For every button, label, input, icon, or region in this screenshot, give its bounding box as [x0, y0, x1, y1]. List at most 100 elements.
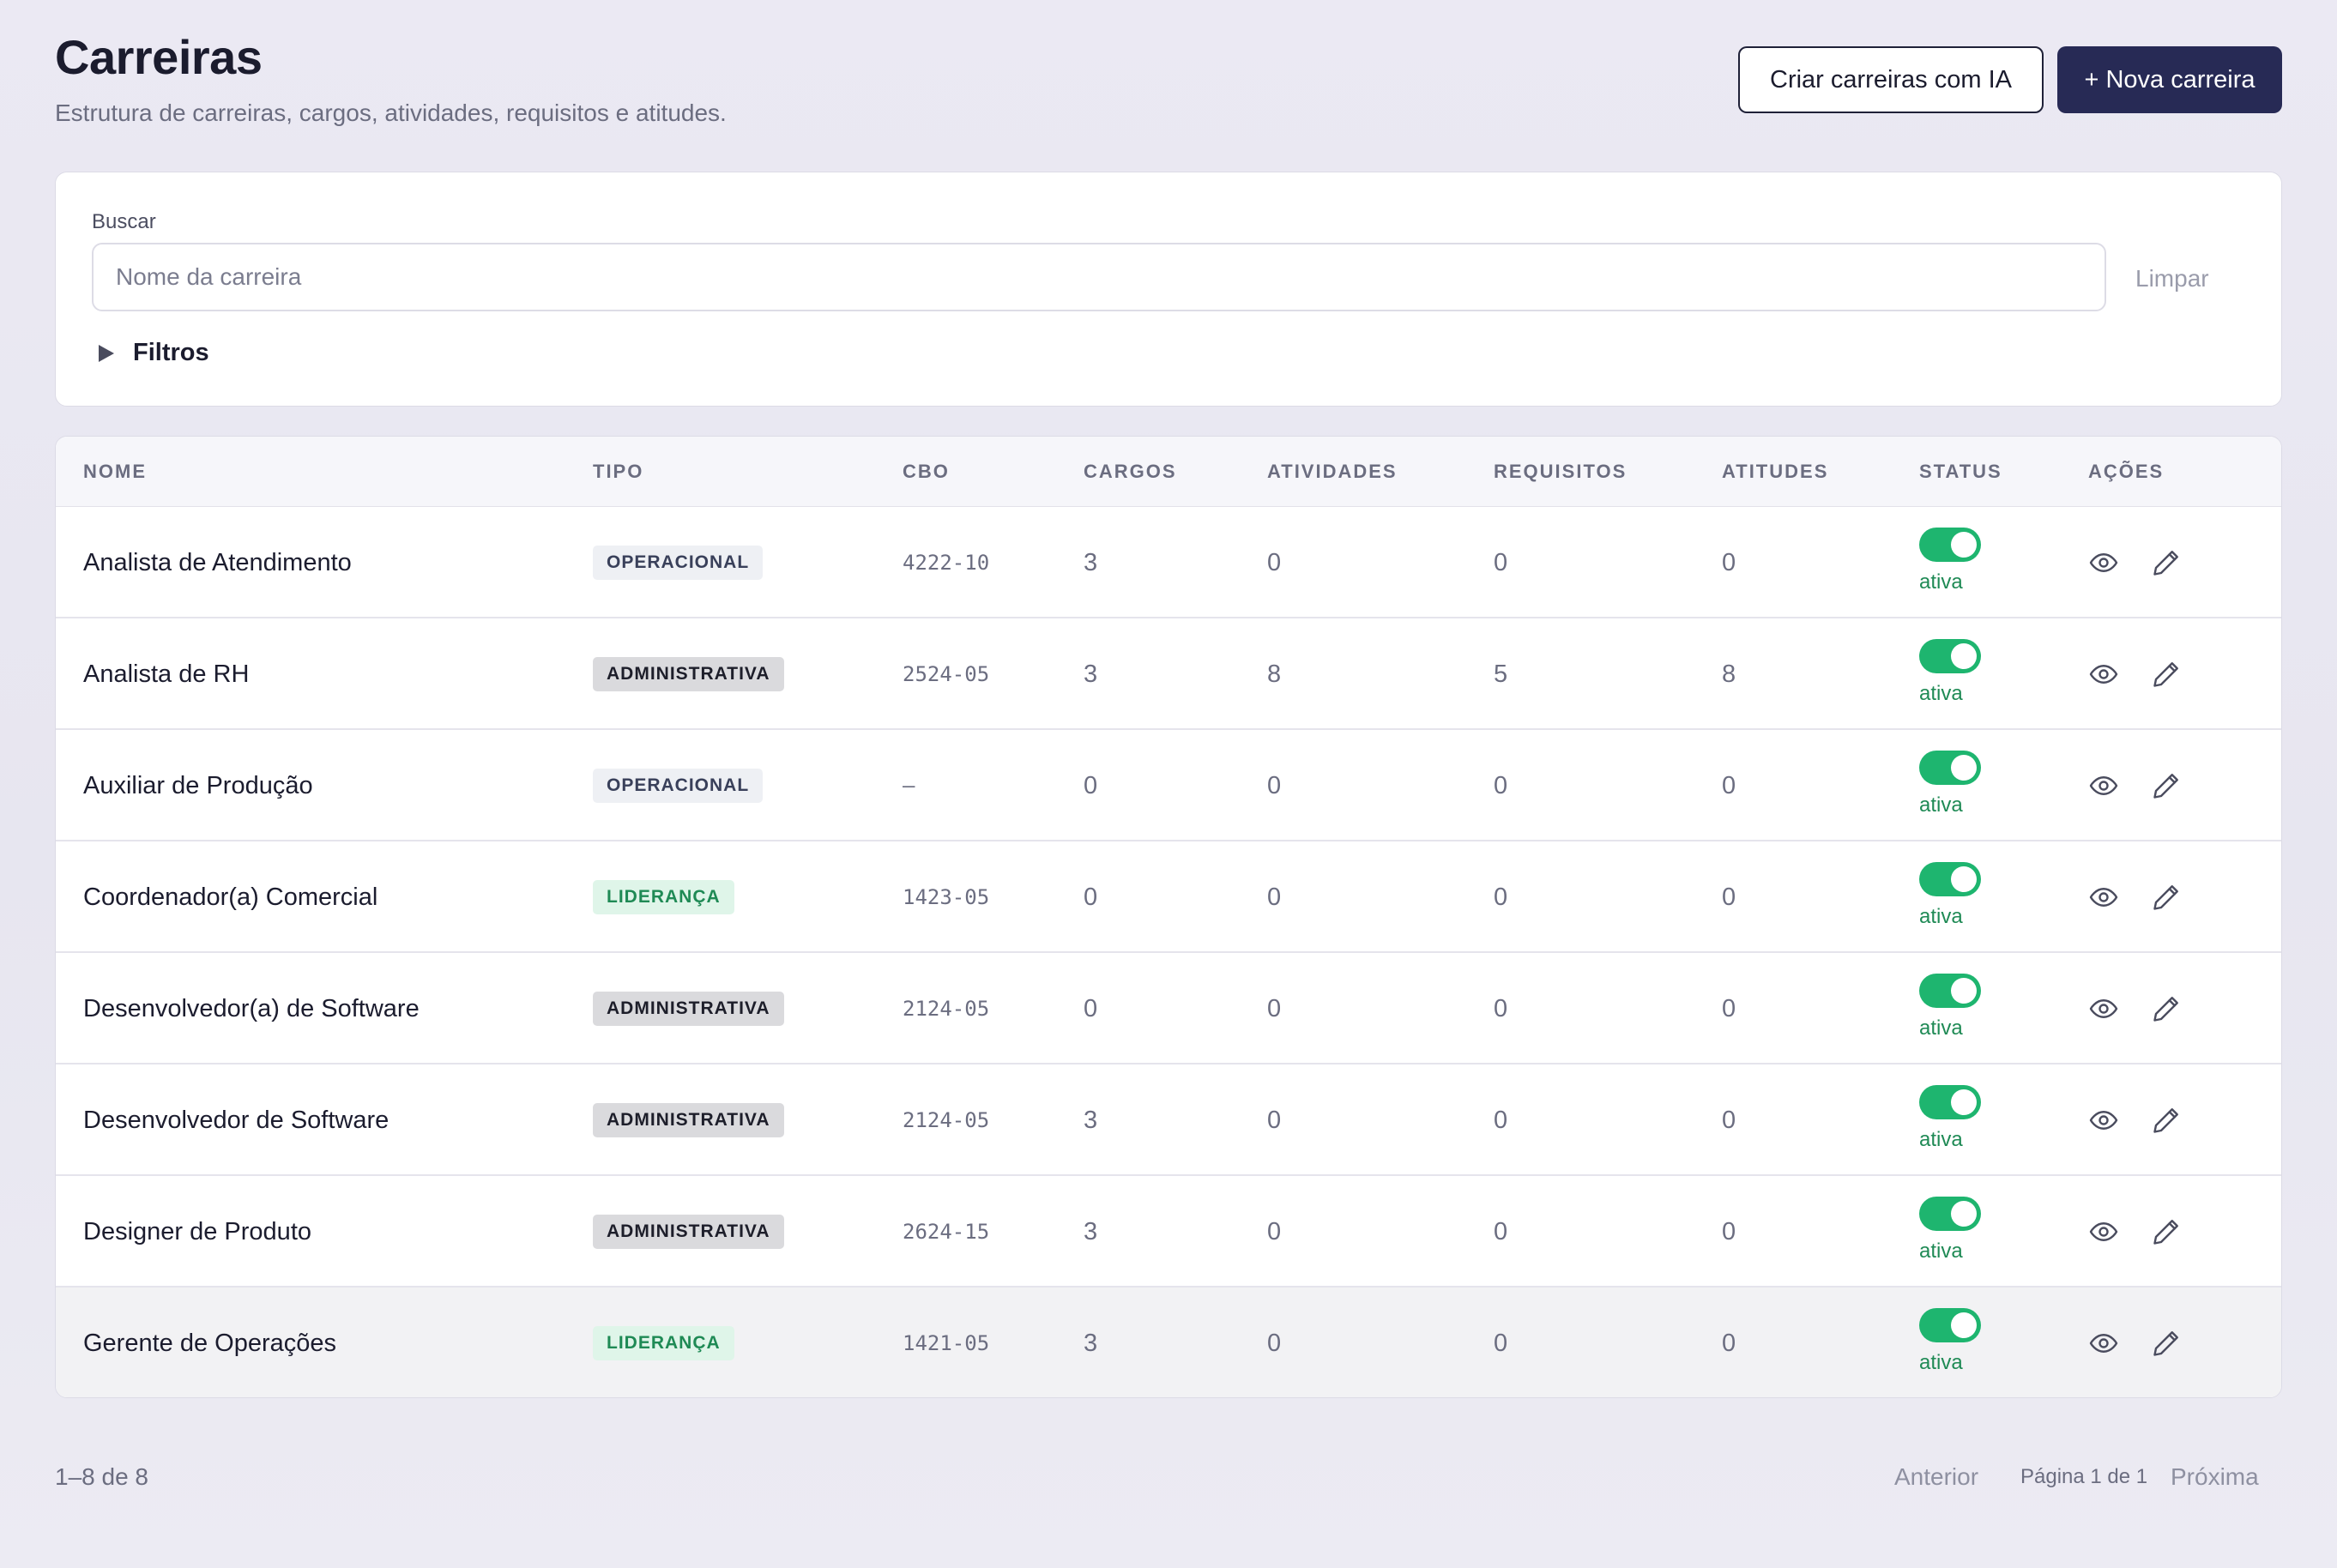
requisitos-count: 5	[1494, 660, 1508, 688]
cargos-count: 3	[1084, 1217, 1098, 1245]
cbo-code: 4222-10	[903, 551, 990, 575]
pencil-icon[interactable]	[2151, 882, 2182, 913]
type-badge: ADMINISTRATIVA	[593, 1215, 784, 1249]
cbo-code: 2124-05	[903, 1108, 990, 1132]
toggle-knob	[1951, 1201, 1977, 1227]
column-header-cargos[interactable]: CARGOS	[1084, 461, 1177, 482]
status-toggle[interactable]	[1919, 1308, 1981, 1342]
status-toggle[interactable]	[1919, 1085, 1981, 1119]
career-name[interactable]: Designer de Produto	[83, 1217, 311, 1245]
cargos-count: 3	[1084, 1329, 1098, 1357]
table-row[interactable]: Auxiliar de Produção OPERACIONAL — 0 0 0 0 ativ…	[56, 730, 2281, 841]
toggle-knob	[1951, 755, 1977, 781]
status-toggle[interactable]	[1919, 974, 1981, 1008]
table-row[interactable]: Coordenador(a) Comercial LIDERANÇA 1423-05…	[56, 841, 2281, 953]
status-toggle[interactable]	[1919, 639, 1981, 673]
table-row[interactable]: Analista de Atendimento OPERACIONAL 4222-1…	[56, 507, 2281, 618]
pencil-icon[interactable]	[2151, 770, 2182, 801]
atividades-count: 0	[1267, 771, 1282, 799]
toggle-knob	[1951, 1089, 1977, 1115]
atividades-count: 0	[1267, 548, 1282, 576]
new-career-button[interactable]: + Nova carreira	[2057, 46, 2282, 113]
status-cell: ativa	[1919, 639, 1981, 706]
atividades-count: 8	[1267, 660, 1282, 688]
column-header-atitudes[interactable]: ATITUDES	[1722, 461, 1829, 482]
pencil-icon[interactable]	[2151, 547, 2182, 578]
pencil-icon[interactable]	[2151, 1216, 2182, 1247]
atitudes-count: 0	[1722, 994, 1736, 1022]
table-row[interactable]: Desenvolvedor de Software ADMINISTRATIVA 2…	[56, 1064, 2281, 1176]
column-header-cbo[interactable]: CBO	[903, 461, 950, 482]
clear-button[interactable]: Limpar	[2135, 265, 2209, 292]
career-type-cell: OPERACIONAL	[593, 730, 764, 841]
column-header-acoes: AÇÕES	[2088, 461, 2165, 482]
eye-icon[interactable]	[2088, 770, 2119, 801]
status-toggle[interactable]	[1919, 862, 1981, 896]
atividades-count: 0	[1267, 1329, 1282, 1357]
page-title: Carreiras	[55, 30, 263, 84]
eye-icon[interactable]	[2088, 659, 2119, 690]
table-row[interactable]: Designer de Produto ADMINISTRATIVA 2624-15…	[56, 1176, 2281, 1288]
type-badge: LIDERANÇA	[593, 880, 734, 914]
column-header-nome[interactable]: NOME	[83, 461, 147, 482]
cbo-code: 2524-05	[903, 662, 990, 686]
next-page-button[interactable]: Próxima	[2171, 1463, 2259, 1490]
column-header-tipo[interactable]: TIPO	[593, 461, 644, 482]
toggle-knob	[1951, 978, 1977, 1004]
career-name[interactable]: Auxiliar de Produção	[83, 771, 313, 799]
toggle-knob	[1951, 643, 1977, 669]
cbo-code: 1423-05	[903, 885, 990, 909]
career-name[interactable]: Analista de RH	[83, 660, 250, 688]
pencil-icon[interactable]	[2151, 659, 2182, 690]
requisitos-count: 0	[1494, 548, 1508, 576]
create-with-ai-button[interactable]: Criar carreiras com IA	[1738, 46, 2044, 113]
type-badge: OPERACIONAL	[593, 769, 764, 803]
table-row[interactable]: Analista de RH ADMINISTRATIVA 2524-05 3 8 5 8 a…	[56, 618, 2281, 730]
status-cell: ativa	[1919, 1197, 1981, 1263]
table-row[interactable]: Desenvolvedor(a) de Software ADMINISTRATI…	[56, 953, 2281, 1064]
eye-icon[interactable]	[2088, 1216, 2119, 1247]
career-type-cell: LIDERANÇA	[593, 841, 734, 953]
type-badge: ADMINISTRATIVA	[593, 657, 784, 691]
eye-icon[interactable]	[2088, 547, 2119, 578]
pencil-icon[interactable]	[2151, 1328, 2182, 1359]
career-name[interactable]: Desenvolvedor(a) de Software	[83, 994, 420, 1022]
atitudes-count: 0	[1722, 1106, 1736, 1134]
status-toggle[interactable]	[1919, 1197, 1981, 1231]
career-type-cell: ADMINISTRATIVA	[593, 953, 784, 1064]
column-header-requisitos[interactable]: REQUISITOS	[1494, 461, 1627, 482]
career-name[interactable]: Gerente de Operações	[83, 1329, 337, 1357]
cbo-code: 2624-15	[903, 1220, 990, 1244]
pencil-icon[interactable]	[2151, 993, 2182, 1024]
cargos-count: 3	[1084, 1106, 1098, 1134]
status-toggle[interactable]	[1919, 528, 1981, 562]
eye-icon[interactable]	[2088, 1328, 2119, 1359]
requisitos-count: 0	[1494, 883, 1508, 911]
status-cell: ativa	[1919, 862, 1981, 929]
career-type-cell: ADMINISTRATIVA	[593, 618, 784, 730]
column-header-status[interactable]: STATUS	[1919, 461, 2002, 482]
filters-toggle[interactable]: Filtros	[99, 339, 209, 367]
status-label: ativa	[1919, 1016, 1963, 1040]
pencil-icon[interactable]	[2151, 1105, 2182, 1136]
eye-icon[interactable]	[2088, 882, 2119, 913]
career-name[interactable]: Analista de Atendimento	[83, 548, 352, 576]
requisitos-count: 0	[1494, 1106, 1508, 1134]
status-toggle[interactable]	[1919, 751, 1981, 785]
previous-page-button[interactable]: Anterior	[1894, 1463, 1979, 1490]
career-name[interactable]: Coordenador(a) Comercial	[83, 883, 378, 911]
filter-card: Buscar Limpar Filtros	[55, 172, 2282, 407]
table-row[interactable]: Gerente de Operações LIDERANÇA 1421-05 3 0 0 0…	[56, 1288, 2281, 1397]
status-label: ativa	[1919, 793, 1963, 817]
requisitos-count: 0	[1494, 771, 1508, 799]
search-input[interactable]	[92, 243, 2106, 311]
caret-right-icon	[99, 344, 114, 362]
pagination-range: 1–8 de 8	[55, 1463, 148, 1490]
atitudes-count: 0	[1722, 883, 1736, 911]
toggle-knob	[1951, 1312, 1977, 1338]
eye-icon[interactable]	[2088, 1105, 2119, 1136]
career-type-cell: LIDERANÇA	[593, 1288, 734, 1397]
eye-icon[interactable]	[2088, 993, 2119, 1024]
career-name[interactable]: Desenvolvedor de Software	[83, 1106, 390, 1134]
column-header-atividades[interactable]: ATIVIDADES	[1267, 461, 1398, 482]
